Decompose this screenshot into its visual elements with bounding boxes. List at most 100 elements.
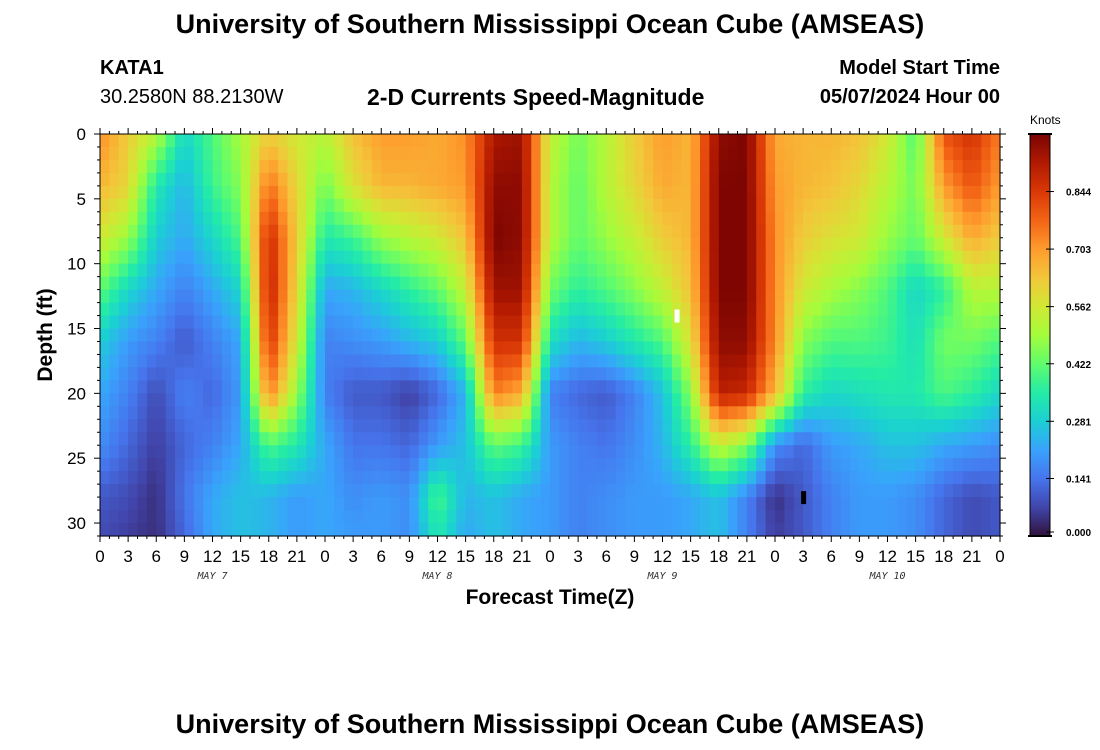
heatmap-cell — [287, 134, 298, 148]
heatmap-cell — [971, 250, 982, 265]
heatmap-cell — [343, 432, 354, 446]
heatmap-cell — [296, 302, 307, 317]
heatmap-cell — [625, 393, 635, 407]
heatmap-cell — [803, 276, 814, 291]
heatmap-cell — [878, 523, 889, 537]
heatmap-cell — [221, 185, 232, 200]
heatmap-cell — [390, 484, 401, 498]
heatmap-cell — [334, 354, 345, 369]
heatmap-cell — [887, 211, 898, 226]
heatmap-cell — [446, 510, 457, 524]
heatmap-cell — [268, 484, 279, 498]
heatmap-cell — [643, 380, 654, 394]
heatmap-cell — [990, 367, 1001, 381]
heatmap-cell — [634, 380, 645, 394]
heatmap-cell — [700, 315, 710, 330]
heatmap-cell — [503, 510, 514, 524]
heatmap-cell — [709, 172, 720, 187]
heatmap-cell — [428, 497, 439, 511]
heatmap-cell — [596, 471, 607, 485]
x-tick-label: 15 — [456, 547, 475, 566]
heatmap-cell — [484, 510, 495, 524]
heatmap-cell — [137, 315, 148, 330]
heatmap-cell — [418, 172, 429, 187]
heatmap-cell — [446, 367, 457, 381]
heatmap-cell — [278, 302, 289, 317]
heatmap-cell — [587, 367, 598, 381]
heatmap-cell — [662, 328, 673, 343]
heatmap-cell — [296, 289, 307, 304]
heatmap-cell — [962, 315, 973, 330]
heatmap-cell — [287, 406, 298, 420]
heatmap-cell — [353, 445, 364, 459]
heatmap-cell — [671, 328, 682, 343]
heatmap-cell — [746, 211, 757, 226]
heatmap-cell — [896, 237, 907, 252]
heatmap-cell — [540, 237, 551, 252]
heatmap-cell — [634, 458, 645, 472]
heatmap-cell — [906, 289, 917, 304]
heatmap-cell — [615, 328, 626, 343]
heatmap-cell — [259, 159, 270, 174]
heatmap-cell — [437, 419, 448, 433]
heatmap-cell — [100, 484, 110, 498]
heatmap-cell — [128, 237, 139, 252]
heatmap-cell — [203, 146, 214, 161]
heatmap-cell — [653, 302, 664, 317]
heatmap-cell — [737, 276, 748, 291]
heatmap-cell — [456, 354, 467, 369]
heatmap-cell — [737, 419, 748, 433]
heatmap-cell — [353, 172, 364, 187]
heatmap-cell — [625, 237, 635, 252]
heatmap-cell — [784, 250, 795, 265]
heatmap-cell — [943, 276, 954, 291]
heatmap-cell — [606, 328, 617, 343]
heatmap-cell — [625, 198, 635, 213]
heatmap-cell — [831, 510, 842, 524]
heatmap-cell — [803, 354, 814, 369]
heatmap-cell — [493, 302, 504, 317]
heatmap-cell — [315, 328, 326, 343]
heatmap-cell — [503, 328, 514, 343]
heatmap-cell — [962, 302, 973, 317]
heatmap-cell — [296, 134, 307, 148]
heatmap-cell — [315, 211, 326, 226]
heatmap-cell — [868, 198, 879, 213]
heatmap-cell — [746, 134, 757, 148]
heatmap-cell — [625, 354, 635, 369]
heatmap-cell — [128, 315, 139, 330]
heatmap-cell — [156, 302, 167, 317]
heatmap-cell — [465, 471, 476, 485]
heatmap-cell — [203, 172, 214, 187]
heatmap-cell — [990, 237, 1001, 252]
heatmap-cell — [465, 276, 476, 291]
heatmap-cell — [221, 406, 232, 420]
heatmap-cell — [268, 172, 279, 187]
heatmap-cell — [643, 237, 654, 252]
heatmap-cell — [943, 185, 954, 200]
heatmap-cell — [906, 185, 917, 200]
heatmap-cell — [118, 432, 129, 446]
heatmap-cell — [400, 198, 410, 213]
heatmap-cell — [662, 419, 673, 433]
heatmap-cell — [812, 263, 823, 278]
heatmap-cell — [568, 302, 579, 317]
heatmap-cell — [868, 211, 879, 226]
heatmap-cell — [653, 523, 664, 537]
heatmap-cell — [559, 419, 570, 433]
heatmap-cell — [653, 484, 664, 498]
heatmap-cell — [418, 302, 429, 317]
heatmap-cell — [128, 432, 139, 446]
heatmap-cell — [540, 497, 551, 511]
heatmap-cell — [231, 380, 242, 394]
heatmap-cell — [559, 134, 570, 148]
heatmap-cell — [484, 185, 495, 200]
heatmap-cell — [850, 354, 860, 369]
heatmap-cell — [503, 224, 514, 239]
heatmap-cell — [953, 380, 964, 394]
heatmap-cell — [840, 172, 851, 187]
heatmap-cell — [165, 471, 176, 485]
colorbar-tick-label: 0.281 — [1066, 417, 1091, 428]
heatmap-cell — [437, 380, 448, 394]
heatmap-cell — [821, 393, 832, 407]
